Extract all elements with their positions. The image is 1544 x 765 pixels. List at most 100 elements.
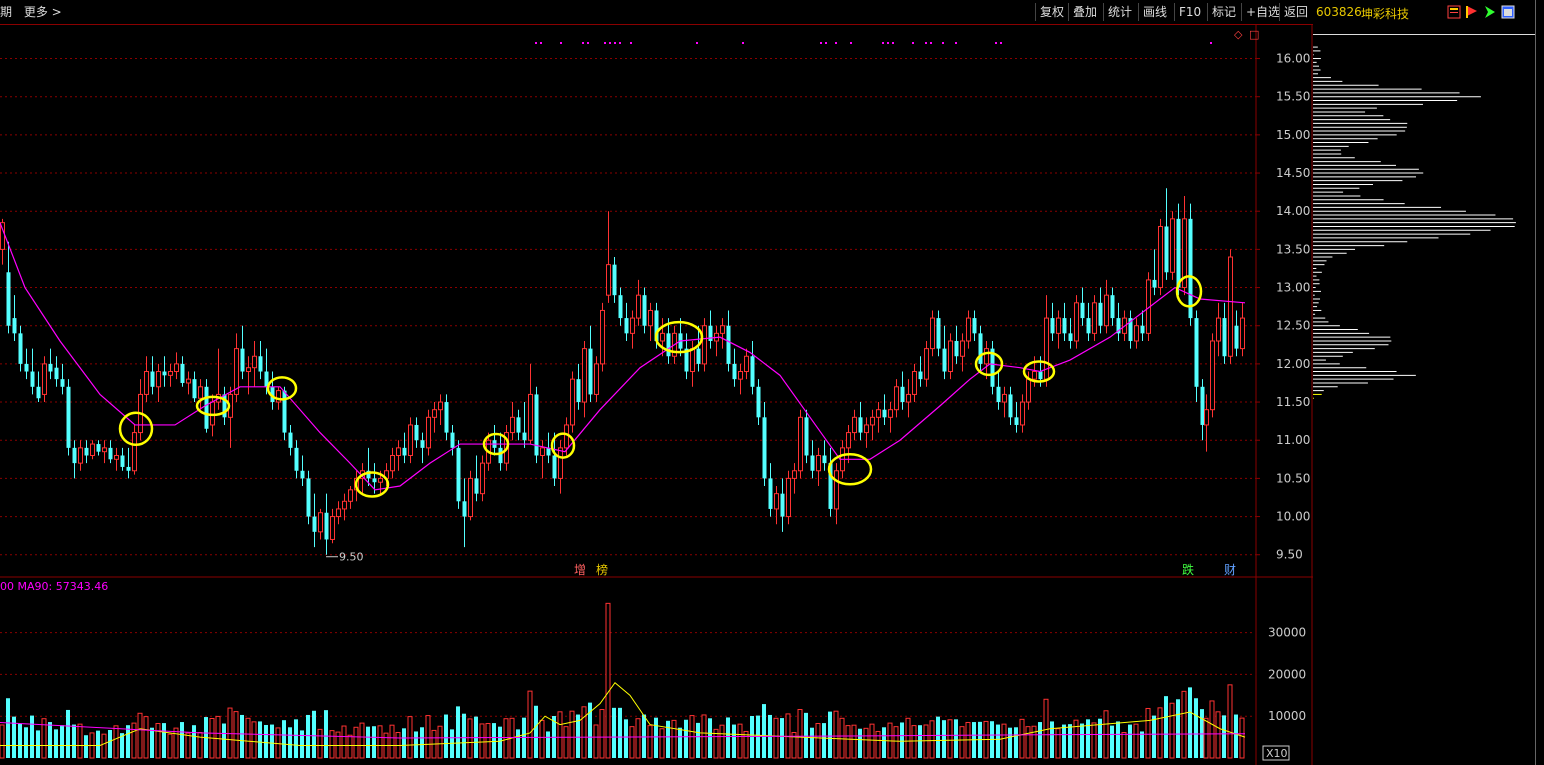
candle-body — [1002, 393, 1007, 403]
stats-button[interactable]: 统计 — [1103, 3, 1136, 21]
volume-bar — [30, 715, 34, 758]
candle-body — [522, 432, 527, 441]
volume-bar — [492, 723, 496, 758]
candle-body — [798, 416, 803, 472]
candle-body — [1092, 302, 1097, 334]
volume-bar — [1001, 723, 1007, 759]
candle-body — [96, 444, 101, 452]
candle-body — [108, 447, 113, 460]
candle-body — [630, 317, 635, 334]
price-tick-label: 14.00 — [1276, 204, 1310, 218]
volume-bar — [66, 709, 70, 758]
right-scrollbar[interactable] — [1535, 0, 1544, 765]
adjust-button[interactable]: 复权 — [1035, 3, 1068, 21]
candle-body — [768, 478, 773, 509]
volume-bar — [1110, 725, 1114, 758]
candle-body — [1014, 417, 1019, 425]
volume-bar — [84, 735, 88, 758]
volume-bar — [942, 720, 946, 758]
volume-bar — [131, 722, 137, 759]
candle-body — [420, 440, 425, 448]
candle-body — [852, 416, 857, 434]
candle-body — [1176, 218, 1181, 288]
volume-bar — [666, 720, 670, 758]
candle-body — [948, 340, 953, 373]
volume-bar — [48, 722, 52, 758]
arrow-icon[interactable] — [1483, 5, 1497, 19]
volume-bar — [227, 707, 233, 759]
window-icon[interactable] — [1501, 5, 1515, 19]
candle-body — [42, 363, 47, 395]
candle-body — [174, 363, 179, 373]
candle-body — [696, 348, 701, 364]
volume-bar — [959, 726, 965, 759]
candle-body — [0, 222, 5, 250]
candle-body — [726, 325, 731, 364]
more-menu[interactable]: 更多 > — [23, 5, 62, 19]
candle-body — [1188, 218, 1193, 319]
candle-body — [450, 432, 455, 448]
candle-body — [906, 393, 911, 403]
candle-body — [1194, 318, 1199, 387]
volume-bar — [612, 707, 616, 758]
report-icon[interactable] — [1447, 5, 1461, 19]
volume-bar — [882, 727, 886, 758]
volume-bar — [312, 710, 316, 758]
volume-bar — [875, 730, 881, 759]
volume-bar — [1068, 724, 1072, 758]
back-button[interactable]: 返回 — [1279, 3, 1312, 21]
candle-body — [594, 363, 599, 395]
candle-body — [1228, 256, 1233, 357]
signal-dot — [696, 42, 698, 44]
volume-bar — [624, 719, 628, 758]
candle-body — [774, 493, 779, 510]
volume-bar — [762, 704, 766, 758]
period-label[interactable]: 期 — [0, 5, 13, 19]
volume-bar — [696, 722, 700, 758]
stock-header: 603826 坤彩科技 — [1313, 0, 1535, 35]
candle-body — [102, 447, 107, 453]
volume-bar — [180, 722, 184, 758]
candle-body — [864, 424, 869, 434]
candle-body — [480, 462, 485, 495]
add-watchlist-button[interactable]: +自选 — [1241, 3, 1284, 21]
flag-icon[interactable] — [1465, 5, 1479, 19]
volume-bar — [60, 725, 64, 758]
candlestick-chart[interactable]: 9.50 10.00 10.50 11.00 11.50 12.00 12.50 13.00 1… — [0, 0, 1313, 765]
candle-body — [72, 447, 77, 464]
volume-bar — [1014, 727, 1018, 758]
volume-bar — [923, 724, 929, 759]
candle-body — [1134, 325, 1139, 342]
candle-body — [1074, 302, 1079, 342]
candle-body — [930, 317, 935, 350]
volume-bar — [126, 725, 130, 758]
candle-body — [84, 447, 89, 456]
candle-body — [378, 477, 383, 483]
candle-body — [624, 318, 629, 334]
candle-body — [204, 386, 209, 429]
candle-body — [1116, 318, 1121, 334]
volume-bar — [810, 727, 814, 758]
candle-body — [252, 355, 257, 369]
f10-button[interactable]: F10 — [1174, 3, 1205, 21]
draw-button[interactable]: 画线 — [1138, 3, 1171, 21]
candle-body — [1128, 318, 1133, 341]
volume-bar — [1128, 724, 1132, 758]
volume-bar — [996, 724, 1000, 758]
volume-bar — [251, 721, 257, 759]
volume-bar — [1169, 702, 1175, 759]
candle-body — [954, 340, 959, 357]
candle-body — [294, 447, 299, 471]
candle-body — [924, 348, 929, 380]
candle-body — [552, 455, 557, 479]
volume-tick-label: 20000 — [1268, 667, 1306, 681]
candle-body — [660, 332, 665, 342]
volume-bar — [215, 715, 221, 759]
overlay-button[interactable]: 叠加 — [1068, 3, 1101, 21]
candle-body — [1008, 394, 1013, 418]
volume-bar — [108, 729, 112, 758]
volume-bar — [534, 705, 538, 758]
volume-bar — [618, 707, 622, 758]
mark-button[interactable]: 标记 — [1207, 3, 1240, 21]
candle-body — [528, 393, 533, 441]
